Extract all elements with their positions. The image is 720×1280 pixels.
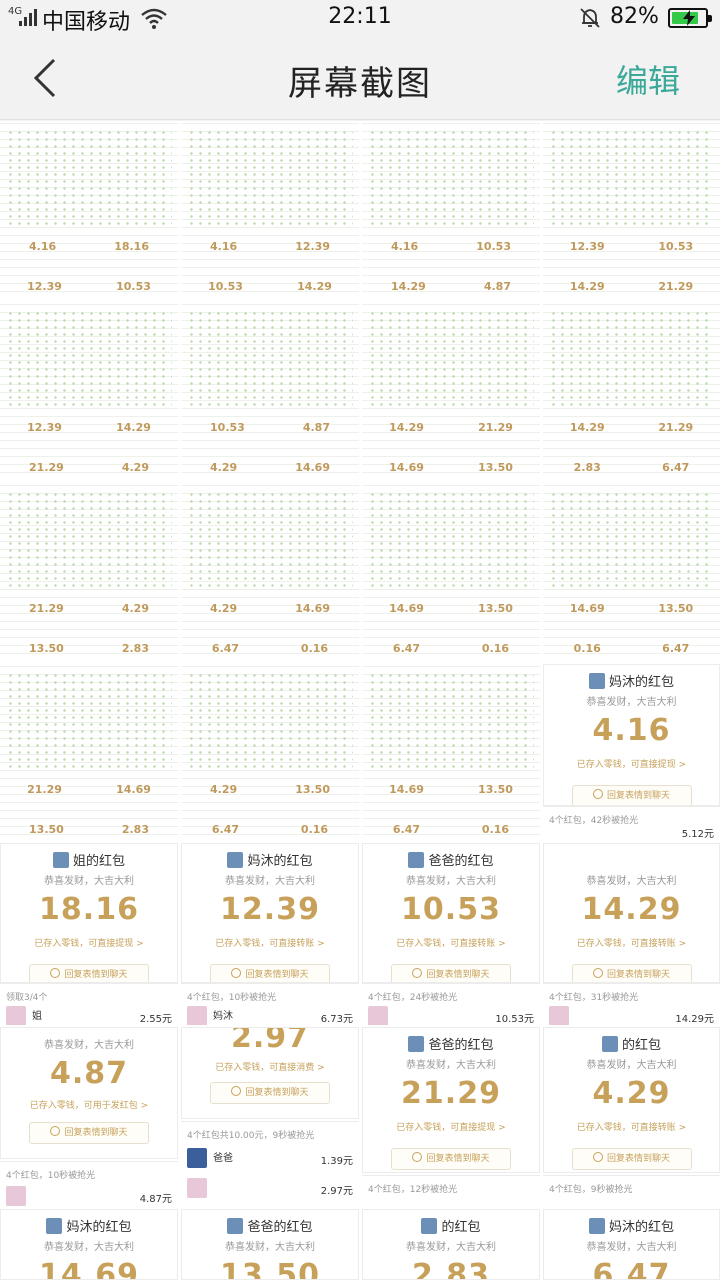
mini-list: 领取3/4个 姐 2.55元 (0, 983, 178, 1025)
carrier-name: 中国移动 (42, 10, 131, 35)
red-packet-card[interactable]: 的红包 恭喜发财，大吉大利 4.29 已存入零钱，可直接转账 > 回复表情到聊天 (543, 1027, 720, 1173)
red-packet-card[interactable]: 妈沐的红包 恭喜发财，大吉大利 6.47 (543, 1209, 720, 1280)
screenshot-thumbnail[interactable]: 14.69 13.50 6.47 0.16 (362, 483, 540, 661)
mini-list: 4个红包，31秒被抢光 14.29元 (543, 983, 720, 1025)
screenshot-thumbnail[interactable]: 14.29 21.29 2.83 6.47 (543, 302, 720, 480)
wifi-icon (141, 8, 167, 29)
reply-button[interactable]: 回复表情到聊天 (391, 1148, 511, 1170)
screenshot-thumbnail[interactable]: 14.69 13.50 0.16 6.47 (543, 483, 720, 661)
reply-button[interactable]: 回复表情到聊天 (210, 964, 330, 982)
screenshot-thumbnail[interactable]: 12.39 14.29 21.29 4.29 (0, 302, 178, 480)
reply-button[interactable]: 回复表情到聊天 (29, 1122, 149, 1144)
app-header: 屏幕截图 编辑 (0, 36, 720, 120)
mini-list: 4个红包共10.00元，9秒被抢光 爸爸 1.39元 2.97元 (181, 1121, 359, 1207)
status-bar: 4G 中国移动 22:11 82% (0, 0, 720, 36)
red-packet-card[interactable]: 恭喜发财，大吉大利 14.29 已存入零钱，可直接转账 > 回复表情到聊天 (543, 843, 720, 983)
red-packet-card[interactable]: 妈沐的红包 恭喜发财，大吉大利 14.69 (0, 1209, 178, 1280)
battery-icon (668, 8, 712, 28)
red-packet-card[interactable]: 爸爸的红包 恭喜发财，大吉大利 21.29 已存入零钱，可直接提现 > 回复表情… (362, 1027, 540, 1173)
screenshot-thumbnail[interactable]: 12.39 10.53 14.29 21.29 (543, 121, 720, 299)
reply-button[interactable]: 回复表情到聊天 (571, 1148, 692, 1170)
screenshot-thumbnail[interactable]: 21.29 14.69 13.50 2.83 (0, 664, 178, 842)
avatar (588, 673, 605, 689)
red-packet-card[interactable]: 爸爸的红包 恭喜发财，大吉大利 10.53 已存入零钱，可直接转账 > 回复表情… (362, 843, 540, 983)
mini-list: 4个红包，24秒被抢光 10.53元 (362, 983, 540, 1025)
battery-percent: 82% (610, 4, 659, 29)
red-packet-card[interactable]: 爸爸的红包 恭喜发财，大吉大利 13.50 (181, 1209, 359, 1280)
amount: 4.16 (592, 713, 671, 748)
mute-bell-icon (580, 8, 600, 28)
screenshot-thumbnail[interactable]: 10.53 4.87 4.29 14.69 (181, 302, 359, 480)
network-type: 4G (8, 6, 23, 17)
reply-button[interactable]: 回复表情到聊天 (210, 1082, 330, 1104)
mini-list: 4个红包，10秒被抢光 4.87元 (0, 1161, 178, 1207)
screenshot-thumbnail[interactable]: 14.69 13.50 6.47 0.16 (362, 664, 540, 842)
mini-list: 4个红包，12秒被抢光 (362, 1175, 540, 1207)
red-packet-card[interactable]: 妈沐的红包 恭喜发财，大吉大利 4.16 已存入零钱，可直接提现 > 回复表情到… (543, 664, 720, 806)
back-arrow-icon[interactable] (26, 54, 66, 102)
screenshot-thumbnail[interactable]: 14.29 21.29 14.69 13.50 (362, 302, 540, 480)
red-packet-card[interactable]: 的红包 恭喜发财，大吉大利 2.83 (362, 1209, 540, 1280)
reply-button[interactable]: 回复表情到聊天 (391, 964, 511, 982)
reply-button[interactable]: 回复表情到聊天 (29, 964, 149, 982)
screenshot-thumbnail[interactable]: 4.16 10.53 14.29 4.87 (362, 121, 540, 299)
screenshot-thumbnail[interactable]: 21.29 4.29 13.50 2.83 (0, 483, 178, 661)
screenshot-grid: 4.16 18.16 12.39 10.53 4.16 12.39 10.53 14.2… (0, 121, 720, 1280)
screenshot-thumbnail[interactable]: 4.29 13.50 6.47 0.16 (181, 664, 359, 842)
deposit-note: 已存入零钱，可直接提现 > (576, 760, 687, 770)
greeting: 恭喜发财，大吉大利 (586, 697, 677, 708)
page-title: 屏幕截图 (288, 64, 432, 104)
signal-icon (19, 8, 39, 26)
red-packet-card[interactable]: 恭喜发财，大吉大利 4.87 已存入零钱，可用于发红包 > 回复表情到聊天 (0, 1027, 178, 1159)
reply-button[interactable]: 回复表情到聊天 (571, 785, 692, 805)
reply-button[interactable]: 回复表情到聊天 (571, 964, 692, 982)
red-packet-card[interactable]: 2.97 已存入零钱，可直接消费 > 回复表情到聊天 (181, 1027, 359, 1119)
screenshot-thumbnail[interactable]: 4.16 12.39 10.53 14.29 (181, 121, 359, 299)
screenshot-thumbnail[interactable]: 4.16 18.16 12.39 10.53 (0, 121, 178, 299)
mini-list: 4个红包，10秒被抢光 妈沐 6.73元 (181, 983, 359, 1025)
red-packet-card[interactable]: 妈沐的红包 恭喜发财，大吉大利 12.39 已存入零钱，可直接转账 > 回复表情… (181, 843, 359, 983)
clock: 22:11 (328, 4, 392, 29)
mini-list: 4个红包，42秒被抢光 5.12元 (543, 806, 720, 842)
mini-list: 4个红包，9秒被抢光 (543, 1175, 720, 1207)
red-packet-card[interactable]: 姐的红包 恭喜发财，大吉大利 18.16 已存入零钱，可直接提现 > 回复表情到… (0, 843, 178, 983)
edit-button[interactable]: 编辑 (615, 62, 680, 100)
screenshot-thumbnail[interactable]: 4.29 14.69 6.47 0.16 (181, 483, 359, 661)
